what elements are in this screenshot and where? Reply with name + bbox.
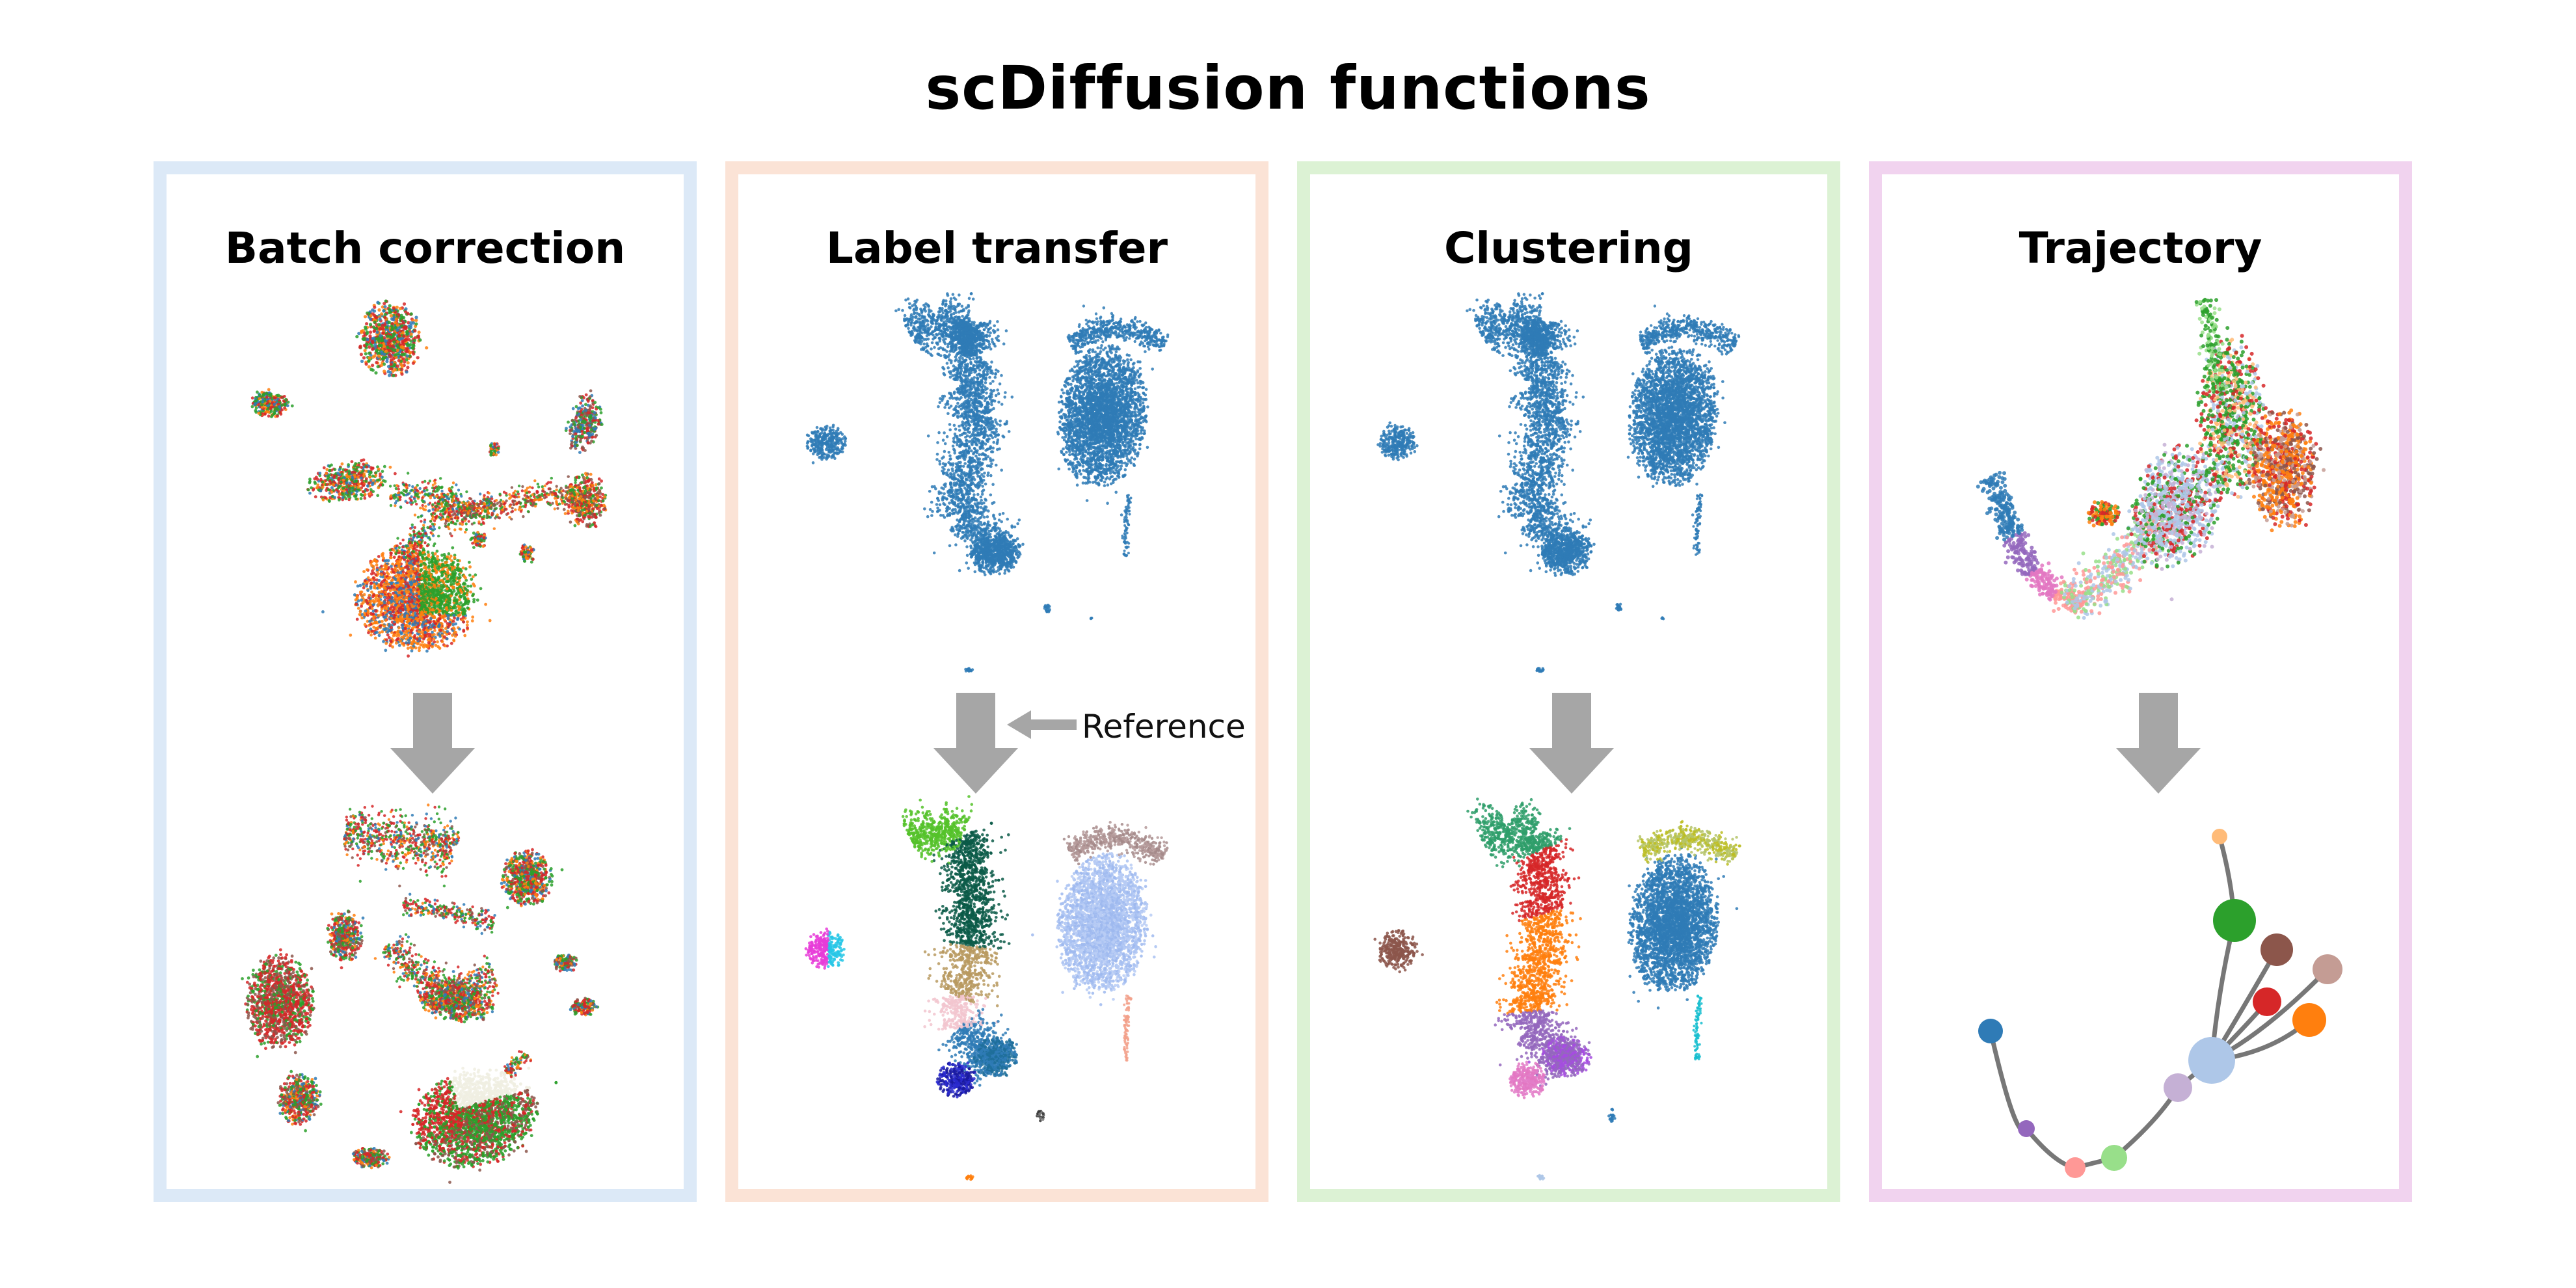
cluster-large-1: [321, 543, 492, 658]
down-arrow-icon: [1529, 693, 1614, 794]
cluster-left-1: [251, 388, 294, 418]
large-cluster: [1627, 846, 1738, 1010]
large-cluster: [1031, 852, 1157, 1006]
trajectory-side: [2087, 500, 2121, 528]
process-arrows: [390, 693, 2201, 794]
down-arrow-icon: [2116, 693, 2201, 794]
trajectory-node: [2101, 1145, 2127, 1171]
hook: [1637, 820, 1741, 866]
down-arrow-icon: [390, 693, 475, 794]
cluster-small-3: [469, 531, 487, 549]
small-cluster-1: [1036, 1110, 1045, 1122]
trajectory-node: [2188, 1037, 2235, 1084]
left-cluster: [1373, 929, 1424, 973]
trajectory-node: [2212, 829, 2227, 844]
reference-arrow-icon: [1007, 710, 1077, 739]
umap-label-query: [806, 292, 1170, 673]
trajectory-node: [2213, 899, 2256, 942]
cluster-mid-left: [306, 459, 397, 503]
left-cluster: [806, 424, 848, 464]
trajectory-node: [2292, 1003, 2326, 1037]
trajectory-node: [2313, 954, 2342, 984]
trajectory-tip: [2195, 298, 2230, 392]
down-arrow-icon: [933, 693, 1018, 794]
thin-strand: [1692, 493, 1703, 556]
cluster-right-1: [565, 389, 604, 454]
left-cluster: [1376, 422, 1419, 462]
b-cluster-left-2: [326, 909, 364, 969]
tiny-cluster: [1090, 617, 1093, 620]
trajectory-tree: [1978, 829, 2342, 1178]
reference-label: Reference: [1082, 708, 1246, 745]
trajectory-node: [2065, 1157, 2086, 1178]
hook: [1063, 821, 1169, 866]
trajectory-branch-left: [1976, 471, 2086, 615]
small-cluster-1: [1607, 1108, 1617, 1123]
umap-cluster-result: [1373, 798, 1741, 1181]
b-strand-tip: [503, 1050, 532, 1078]
b-strand-top: [343, 803, 460, 887]
cluster-top-1: [355, 299, 428, 377]
b-cluster-large: [399, 1059, 557, 1184]
umap-label-transferred: [805, 795, 1169, 1181]
cluster-small-2: [519, 543, 535, 563]
small-cluster-2: [1536, 1174, 1545, 1181]
b-strand-mid: [402, 893, 496, 935]
b-cluster-right-1: [554, 954, 578, 973]
trajectory-node: [2261, 933, 2293, 966]
left-cluster: [805, 928, 846, 970]
small-cluster-2: [1535, 667, 1544, 673]
small-cluster-2: [965, 1174, 974, 1181]
trajectory-node: [1978, 1019, 2003, 1043]
umap-cluster-input: [1376, 292, 1740, 673]
umap-batch-corrected: [241, 803, 599, 1184]
thin-strand: [1693, 995, 1703, 1060]
b-cluster-bottom-left: [352, 1147, 391, 1169]
b-cluster-lower-left: [276, 1070, 322, 1133]
hook: [1639, 304, 1740, 355]
b-cluster-left: [241, 948, 315, 1058]
umap-trajectory-cells: [1976, 298, 2326, 620]
cluster-small-1: [489, 442, 500, 457]
umap-batch-uncorrected: [251, 299, 608, 658]
trajectory-node: [2164, 1073, 2192, 1102]
b-cluster-right-2: [569, 997, 600, 1016]
b-cluster-top-right: [500, 848, 564, 909]
cluster-right-2: [563, 472, 607, 529]
trajectory-edge: [1991, 1031, 2026, 1131]
small-cluster-1: [1043, 604, 1051, 613]
thin-strand: [1123, 995, 1133, 1062]
small-cluster-2: [964, 667, 974, 673]
trajectory-core: [2127, 443, 2226, 601]
trajectory-node: [2018, 1120, 2035, 1137]
small-cluster-1: [1615, 603, 1623, 612]
tiny-cluster: [1660, 616, 1665, 620]
trajectory-node: [2253, 987, 2281, 1016]
thin-strand: [1121, 494, 1132, 557]
large-cluster: [1627, 340, 1726, 517]
